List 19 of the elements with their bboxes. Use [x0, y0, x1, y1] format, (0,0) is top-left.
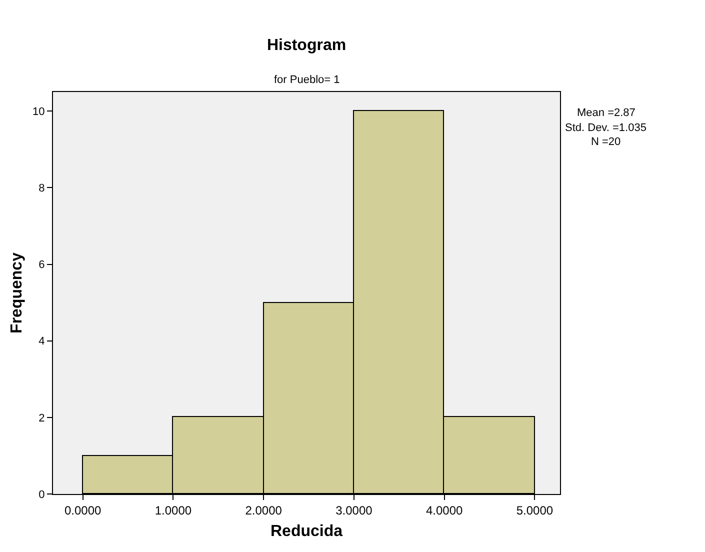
x-axis-title: Reducida — [270, 523, 343, 540]
y-tick-label: 2 — [38, 412, 45, 424]
y-axis-title: Frequency — [8, 252, 26, 334]
x-tick-label: 4.0000 — [426, 503, 463, 518]
x-tick-label: 1.0000 — [154, 503, 192, 518]
text: Std. Dev. =1.035 — [565, 122, 646, 134]
y-tick-label: 6 — [38, 259, 45, 272]
chart-subtitle: for Pueblo= 1 — [274, 74, 340, 86]
x-tick-label: 3.0000 — [336, 503, 373, 518]
y-tick-label: 10 — [32, 106, 45, 118]
x-tick-label: 5.0000 — [516, 503, 554, 518]
chart-title: Histogram — [266, 36, 346, 54]
y-tick-label: 0 — [38, 488, 45, 501]
x-tick-label: 0.0000 — [64, 503, 102, 518]
text: N =20 — [591, 136, 621, 148]
text: Mean =2.87 — [577, 107, 636, 119]
x-tick-label: 2.0000 — [245, 503, 282, 518]
y-tick-label: 8 — [38, 182, 45, 195]
y-tick-label: 4 — [38, 336, 45, 348]
